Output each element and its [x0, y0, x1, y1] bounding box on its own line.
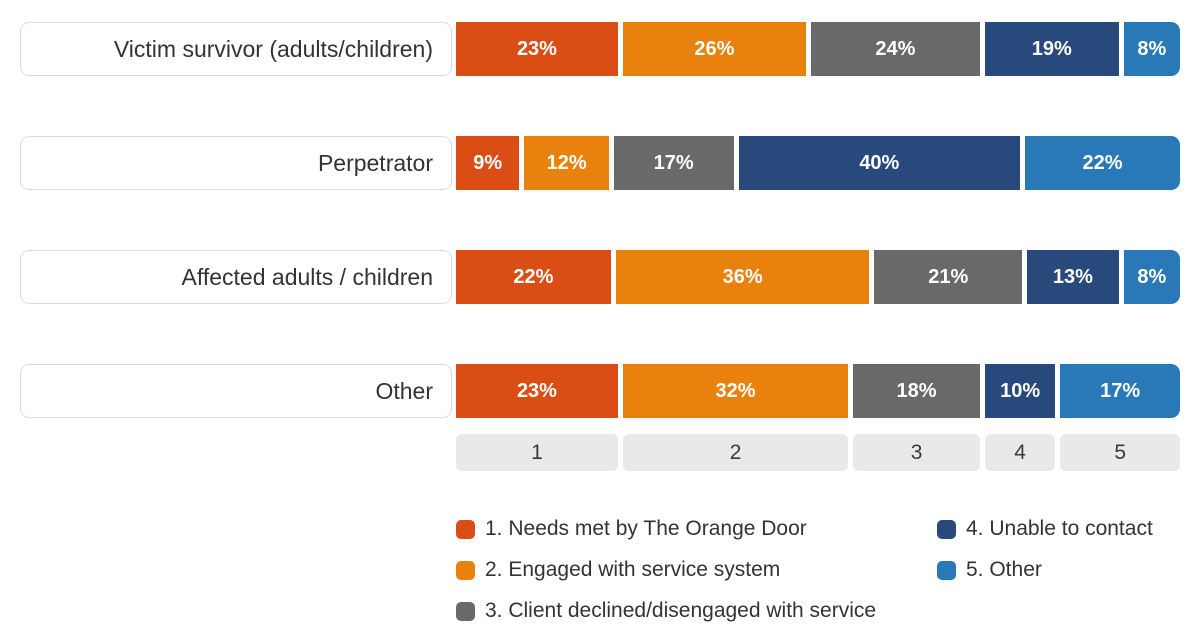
bar-segment: 22%	[1025, 136, 1180, 190]
axis-box: 5	[1060, 434, 1181, 471]
bar-segment: 24%	[810, 22, 980, 76]
legend-item: 1. Needs met by The Orange Door	[456, 517, 937, 541]
bar-segments: 23% 32% 18% 10% 17%	[456, 364, 1181, 418]
legend-item: 4. Unable to contact	[937, 517, 1180, 541]
bar-segment: 32%	[622, 364, 849, 418]
legend-label: 5. Other	[966, 558, 1042, 581]
axis-box: 3	[853, 434, 980, 471]
axis-box: 4	[984, 434, 1056, 471]
bar-segments: 23% 26% 24% 19% 8%	[456, 22, 1180, 76]
category-label: Perpetrator	[20, 136, 452, 190]
bar-rows: Victim survivor (adults/children) 23% 26% 2…	[20, 22, 1181, 418]
chart-row: Perpetrator 9% 12% 17% 40% 22%	[20, 136, 1180, 190]
bar-segment: 23%	[456, 22, 618, 76]
legend-item: 2. Engaged with service system	[456, 558, 937, 582]
category-label: Victim survivor (adults/children)	[20, 22, 452, 76]
chart-row: Affected adults / children 22% 36% 21% 13% 8%	[20, 250, 1180, 304]
bar-segment: 21%	[874, 250, 1023, 304]
legend-label: 4. Unable to contact	[966, 517, 1153, 540]
legend: 1. Needs met by The Orange Door 2. Engage…	[456, 517, 1180, 623]
legend-item: 3. Client declined/disengaged with servi…	[456, 599, 937, 623]
legend-label: 1. Needs met by The Orange Door	[485, 517, 807, 540]
axis-box: 1	[456, 434, 618, 471]
legend-item: 5. Other	[937, 558, 1180, 582]
bar-segment: 26%	[622, 22, 806, 76]
axis-box: 2	[622, 434, 849, 471]
bar-segment: 36%	[615, 250, 870, 304]
stacked-bar-chart: Victim survivor (adults/children) 23% 26% 2…	[20, 22, 1181, 623]
legend-label: 2. Engaged with service system	[485, 558, 781, 581]
legend-swatch-icon	[456, 519, 475, 539]
bar-segment: 9%	[456, 136, 520, 190]
legend-label: 3. Client declined/disengaged with servi…	[485, 599, 877, 622]
bar-segments: 22% 36% 21% 13% 8%	[456, 250, 1180, 304]
chart-row: Victim survivor (adults/children) 23% 26% 2…	[20, 22, 1180, 76]
chart-row: Other 23% 32% 18% 10% 17%	[20, 364, 1181, 418]
bar-segment: 23%	[456, 364, 618, 418]
bar-segment: 18%	[853, 364, 980, 418]
legend-swatch-icon	[456, 601, 475, 621]
bar-segments: 9% 12% 17% 40% 22%	[456, 136, 1180, 190]
bar-segment: 17%	[1060, 364, 1181, 418]
legend-swatch-icon	[456, 560, 475, 580]
bar-segment: 40%	[738, 136, 1021, 190]
bar-segment: 17%	[613, 136, 734, 190]
bar-segment: 10%	[984, 364, 1056, 418]
category-label: Affected adults / children	[20, 250, 452, 304]
bar-segment: 22%	[456, 250, 611, 304]
legend-swatch-icon	[937, 560, 956, 580]
bar-segment: 19%	[984, 22, 1119, 76]
category-label: Other	[20, 364, 452, 418]
bar-segment: 8%	[1123, 22, 1180, 76]
bar-segment: 12%	[524, 136, 609, 190]
legend-swatch-icon	[937, 519, 956, 539]
bar-segment: 8%	[1123, 250, 1180, 304]
bar-segment: 13%	[1027, 250, 1119, 304]
